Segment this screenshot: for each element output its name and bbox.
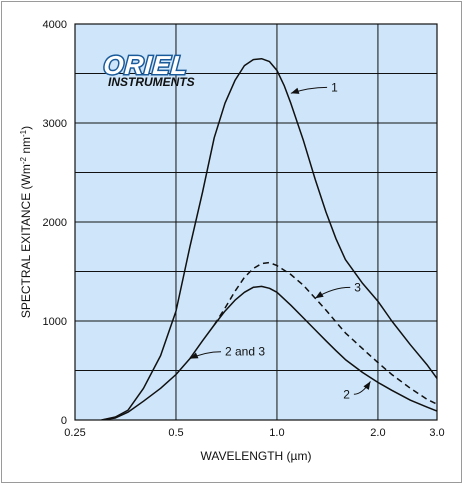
x-tick-label: 0.5 (168, 427, 183, 439)
y-tick-label: 2000 (43, 217, 67, 229)
curve-annotations: 1 2 and 3 3 2 (189, 80, 371, 401)
annotation-label: 1 (331, 80, 338, 94)
annotation-arrowhead (189, 352, 199, 359)
x-tick-label: 2.0 (370, 427, 385, 439)
y-axis-label: SPECTRAL EXITANCE (Wm-2 nm-1) (19, 126, 34, 318)
logo-text-top: ORIEL (102, 50, 189, 80)
x-tick-label: 3.0 (429, 427, 444, 439)
series-group (101, 57, 437, 420)
annotation-2-and-3: 2 and 3 (189, 345, 265, 360)
series-line-3 (213, 261, 437, 405)
y-tick-label: 3000 (43, 118, 67, 130)
x-axis-label: WAVELENGTH (µm) (201, 449, 312, 463)
x-tick-label: 0.25 (64, 427, 85, 439)
plot-border (74, 23, 438, 421)
logo-text-bottom: INSTRUMENTS (108, 75, 195, 89)
series-line-2 (101, 285, 437, 420)
annotation-3: 3 (314, 280, 361, 299)
annotation-arrowhead (363, 381, 371, 390)
y-tick-label: 0 (61, 415, 67, 427)
annotation-arrowhead (290, 87, 300, 94)
y-tick-label: 4000 (43, 19, 67, 31)
x-tick-label: 1.0 (269, 427, 284, 439)
oriel-instruments-logo: ORIEL INSTRUMENTS (101, 49, 195, 89)
annotation-label: 2 and 3 (225, 345, 265, 359)
annotation-2: 2 (343, 381, 371, 401)
annotation-label: 3 (354, 280, 361, 294)
annotation-1: 1 (290, 80, 338, 94)
tick-labels: 0.25 0.5 1.0 2.0 3.0 0 1000 2000 3000 4000 (43, 19, 445, 439)
annotation-arrowhead (315, 291, 324, 299)
series-line-1 (101, 57, 437, 420)
y-tick-label: 1000 (43, 316, 67, 328)
annotation-label: 2 (343, 387, 350, 401)
